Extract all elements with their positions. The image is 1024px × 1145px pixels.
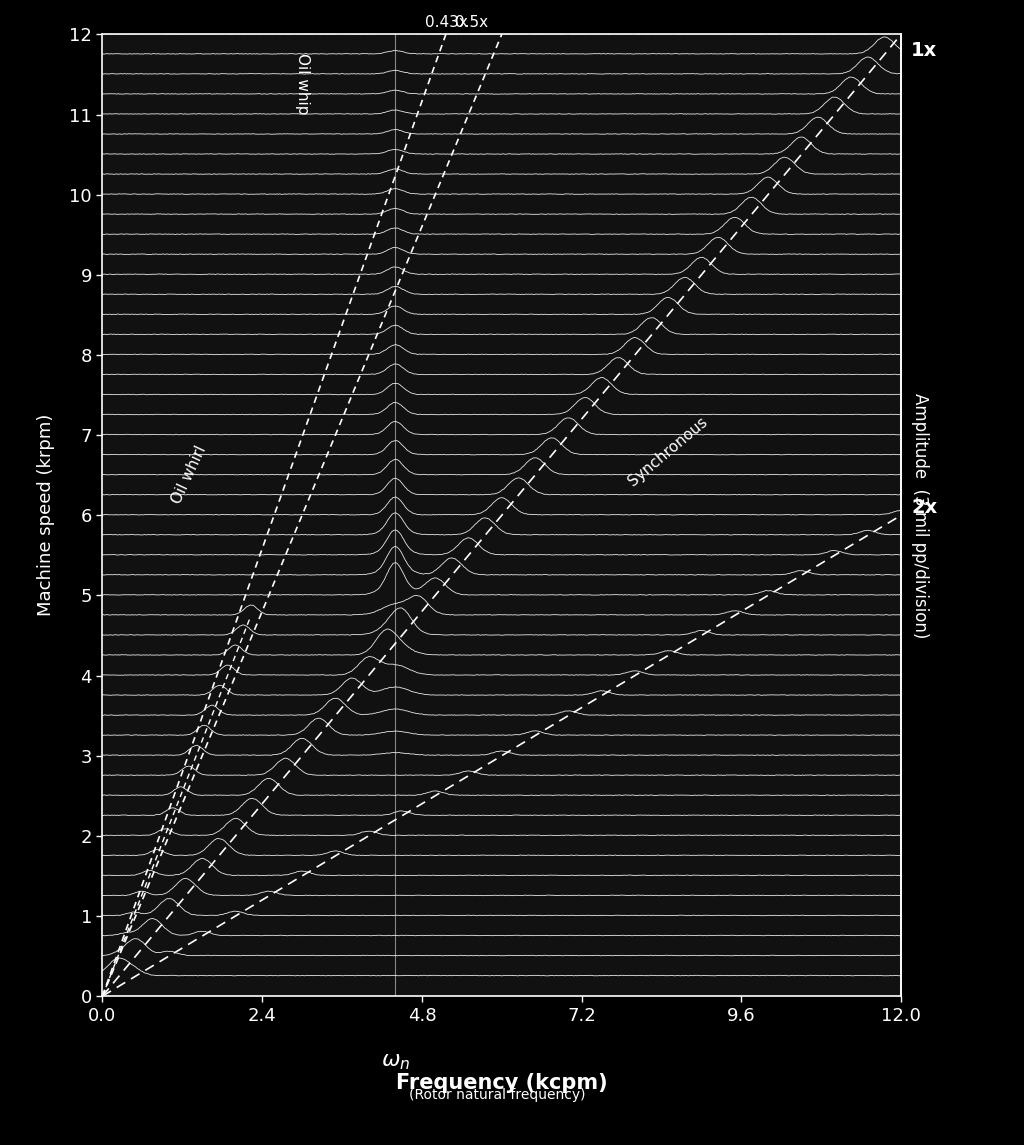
Text: 2x: 2x xyxy=(911,498,937,516)
X-axis label: Frequency (kcpm): Frequency (kcpm) xyxy=(396,1073,607,1093)
Text: Oil whip: Oil whip xyxy=(295,53,309,114)
Text: $\omega_n$: $\omega_n$ xyxy=(381,1052,410,1072)
Text: Synchronous: Synchronous xyxy=(626,413,711,489)
Text: 0.43x: 0.43x xyxy=(425,15,468,31)
Text: 0.5x: 0.5x xyxy=(455,15,488,31)
Y-axis label: Amplitude  (3 mil pp/division): Amplitude (3 mil pp/division) xyxy=(911,393,929,638)
Y-axis label: Machine speed (krpm): Machine speed (krpm) xyxy=(37,414,55,616)
Text: Oil whirl: Oil whirl xyxy=(169,444,209,506)
Text: (Rotor natural frequency): (Rotor natural frequency) xyxy=(409,1088,585,1103)
Text: 1x: 1x xyxy=(911,41,937,60)
